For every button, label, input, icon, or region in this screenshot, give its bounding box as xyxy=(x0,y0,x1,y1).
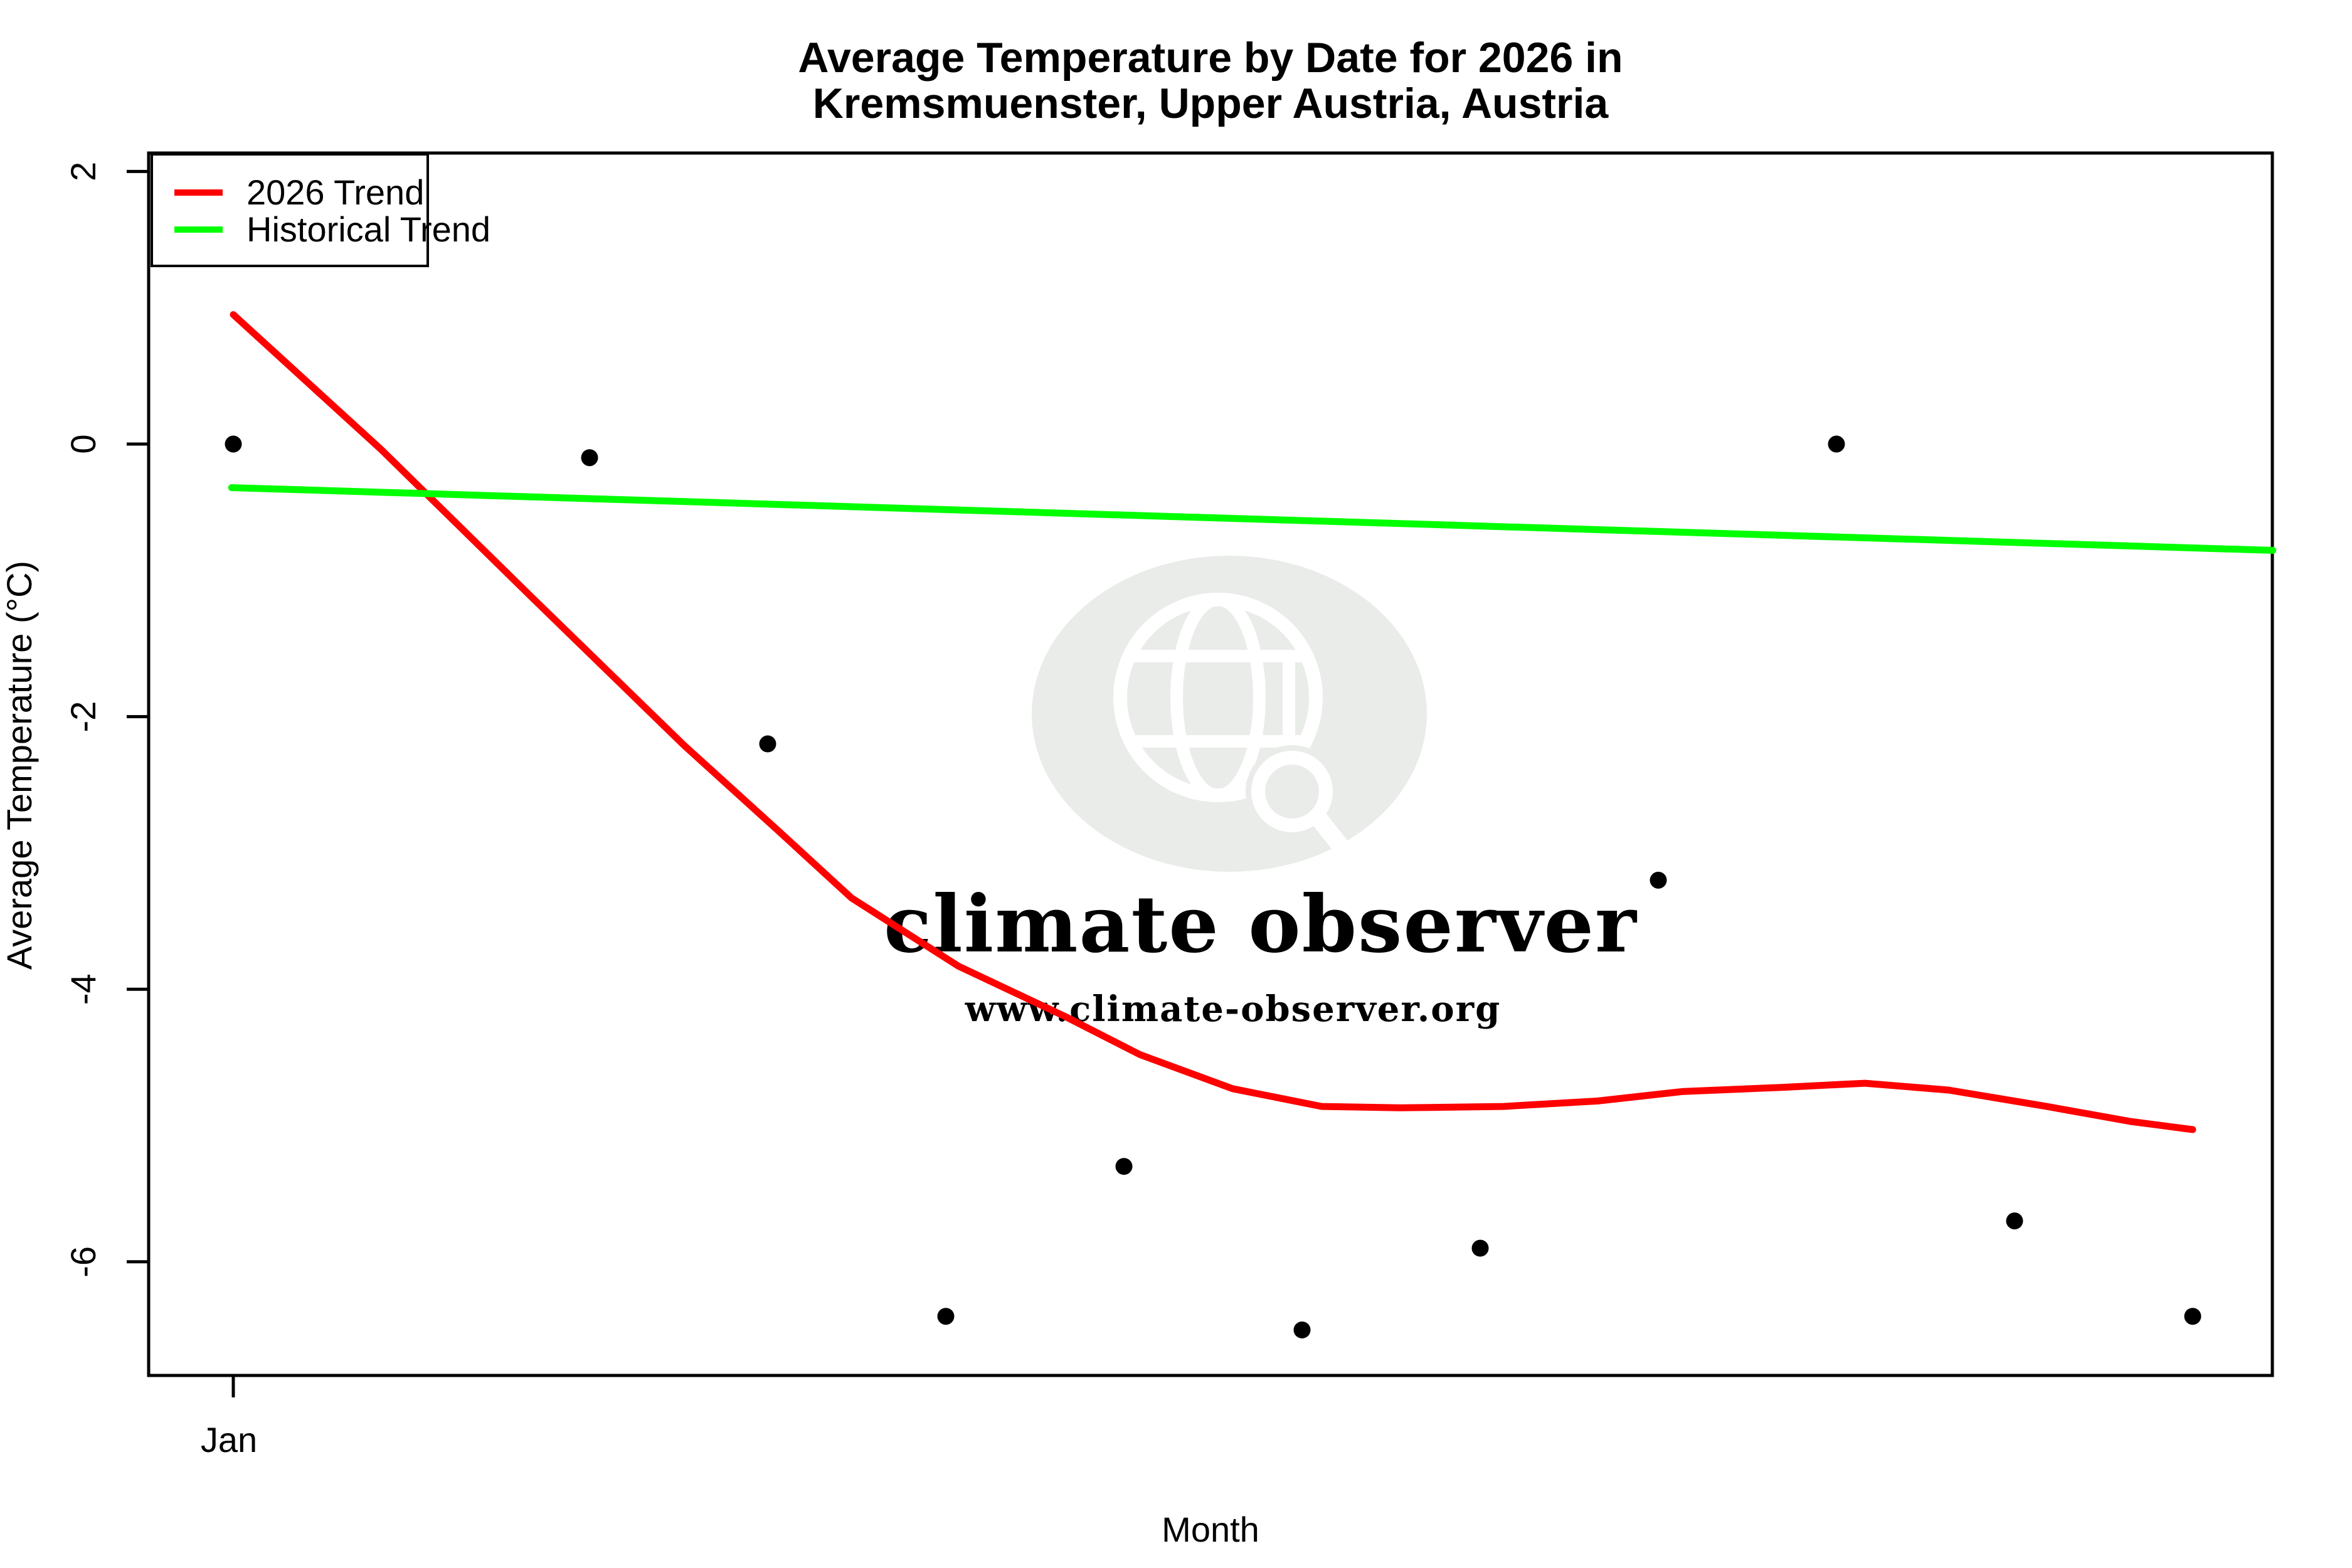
chart-title: Average Temperature by Date for 2026 in … xyxy=(798,34,1623,127)
x-axis-ticks: Jan xyxy=(201,1375,257,1459)
y-axis-ticks: 2 0 -2 -4 -6 xyxy=(63,162,149,1278)
data-point xyxy=(1828,435,1845,453)
y-tick-label: -6 xyxy=(63,1246,103,1278)
x-tick-label: Jan xyxy=(201,1420,257,1459)
data-point xyxy=(937,1308,955,1325)
legend-label: 2026 Trend xyxy=(246,172,424,212)
globe-icon xyxy=(1113,593,1323,802)
watermark: climate observer www.climate-observer.or… xyxy=(884,556,1638,1030)
data-point xyxy=(1471,1239,1489,1257)
legend-box xyxy=(151,153,429,267)
data-point xyxy=(581,449,598,467)
y-tick-label: -2 xyxy=(63,701,103,733)
y-axis-title: Average Temperature (°C) xyxy=(0,561,39,970)
y-tick-label: -4 xyxy=(63,973,103,1005)
y-tick-label: 0 xyxy=(63,434,103,453)
data-point xyxy=(1115,1158,1133,1175)
data-point xyxy=(225,435,242,453)
x-axis-title: Month xyxy=(1162,1510,1259,1549)
trend-line-historical xyxy=(228,484,2277,554)
chart-title-line2: Kremsmuenster, Upper Austria, Austria xyxy=(813,80,1609,127)
y-tick-label: 2 xyxy=(63,162,103,181)
scatter-points xyxy=(225,435,2201,1338)
trend-lines xyxy=(228,311,2277,1133)
data-point xyxy=(2184,1308,2201,1325)
data-point xyxy=(2006,1212,2023,1230)
legend-label: Historical Trend xyxy=(246,209,490,249)
trend-line-2026 xyxy=(230,311,2196,1133)
data-point xyxy=(759,735,776,753)
plot-border xyxy=(147,151,2274,1377)
watermark-brand-text: climate observer xyxy=(884,879,1638,970)
data-point xyxy=(1650,871,1667,889)
chart-title-line1: Average Temperature by Date for 2026 in xyxy=(798,34,1623,82)
magnifier-icon xyxy=(1246,745,1370,881)
data-point xyxy=(1293,1321,1311,1338)
